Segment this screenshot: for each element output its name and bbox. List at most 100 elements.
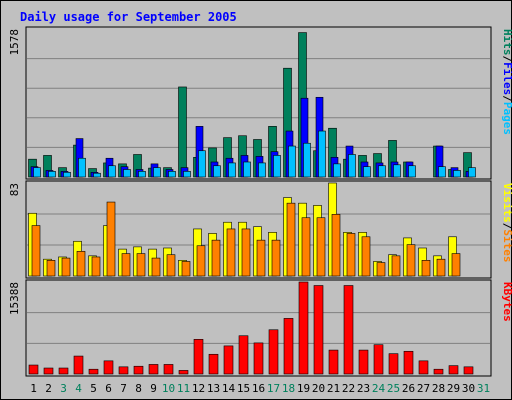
x-axis-labels: 1 2 3 4 5 6 7 8 9 10 11 12 13 14 15 16 17 18 19 20 21 22 23 24 2… xyxy=(30,382,490,395)
bar-pages xyxy=(288,145,296,178)
bar-kbytes xyxy=(448,365,459,375)
bar-pages xyxy=(393,164,401,178)
chart-panels: 1578 Hits/Files/Pages 83 Visits/Sites 15388 K… xyxy=(8,26,512,377)
x-day-label: 14 xyxy=(222,382,236,395)
x-day-label: 17 xyxy=(267,382,280,395)
bar-kbytes xyxy=(73,355,84,375)
x-day-label: 20 xyxy=(312,382,325,395)
bar-sites xyxy=(346,233,356,277)
y-max-label: 83 xyxy=(8,183,21,196)
bar-sites xyxy=(121,253,131,277)
bar-pages xyxy=(303,142,311,178)
y-max-label: 15388 xyxy=(8,282,21,315)
bar-pages xyxy=(243,161,251,178)
bar-pages xyxy=(363,166,371,178)
bar-kbytes xyxy=(133,365,144,375)
x-day-label: 25 xyxy=(387,382,400,395)
x-day-label: 29 xyxy=(447,382,460,395)
bar-kbytes xyxy=(253,342,264,375)
bar-sites xyxy=(136,253,146,277)
bar-kbytes xyxy=(28,364,39,375)
bar-kbytes xyxy=(208,353,219,375)
x-day-label: 31 xyxy=(477,382,490,395)
bar-kbytes xyxy=(223,345,234,375)
bar-sites xyxy=(76,251,86,277)
bar-pages xyxy=(48,171,56,178)
x-day-label: 21 xyxy=(327,382,340,395)
bar-hits xyxy=(178,86,187,178)
bar-sites xyxy=(421,260,431,277)
bar-sites xyxy=(61,257,71,277)
bar-kbytes xyxy=(268,329,279,375)
bar-pages xyxy=(318,130,326,178)
x-day-label: 1 xyxy=(30,382,37,395)
x-day-label: 5 xyxy=(90,382,97,395)
bar-sites xyxy=(316,217,326,277)
bar-kbytes xyxy=(343,285,354,375)
bar-kbytes xyxy=(88,368,99,375)
bar-pages xyxy=(408,165,416,178)
bar-kbytes xyxy=(313,285,324,375)
bar-sites xyxy=(286,202,296,277)
x-day-label: 18 xyxy=(282,382,295,395)
x-day-label: 22 xyxy=(342,382,355,395)
bar-kbytes xyxy=(193,339,204,375)
bar-kbytes xyxy=(388,353,399,375)
bar-sites xyxy=(361,236,371,277)
bar-kbytes xyxy=(238,335,249,375)
bar-sites xyxy=(271,239,281,277)
bar-sites xyxy=(166,254,176,277)
bar-pages xyxy=(333,163,341,178)
bar-kbytes xyxy=(103,360,114,375)
bar-pages xyxy=(258,162,266,178)
bar-pages xyxy=(33,167,41,178)
x-day-label: 11 xyxy=(177,382,190,395)
bar-pages xyxy=(198,150,206,178)
bar-sites xyxy=(181,261,191,277)
bar-sites xyxy=(391,255,401,277)
x-day-label: 9 xyxy=(150,382,157,395)
bar-pages xyxy=(93,172,101,178)
bar-pages xyxy=(228,162,236,178)
panel-2: 83 Visits/Sites xyxy=(8,180,512,279)
bar-pages xyxy=(453,170,461,178)
x-day-label: 7 xyxy=(120,382,127,395)
x-day-label: 4 xyxy=(75,382,82,395)
bar-sites xyxy=(31,225,41,277)
bar-pages xyxy=(378,165,386,178)
x-day-label: 28 xyxy=(432,382,445,395)
x-day-label: 27 xyxy=(417,382,430,395)
bar-kbytes xyxy=(418,360,429,375)
x-day-label: 6 xyxy=(105,382,112,395)
bar-pages xyxy=(123,169,131,178)
bar-kbytes xyxy=(298,281,309,375)
bar-kbytes xyxy=(373,344,384,375)
x-day-label: 2 xyxy=(45,382,52,395)
bar-sites xyxy=(46,260,56,277)
bar-pages xyxy=(468,167,476,178)
bar-kbytes xyxy=(148,364,159,375)
bar-kbytes xyxy=(433,368,444,375)
x-day-label: 10 xyxy=(162,382,175,395)
bar-kbytes xyxy=(283,318,294,375)
bar-pages xyxy=(438,166,446,178)
bar-sites xyxy=(226,228,236,277)
chart-title: Daily usage for September 2005 xyxy=(20,10,237,24)
panel-3: 15388 KBytes xyxy=(8,279,512,377)
bar-sites xyxy=(451,253,461,277)
bar-sites xyxy=(376,262,386,277)
bar-kbytes xyxy=(403,350,414,375)
bar-pages xyxy=(108,165,116,178)
bar-pages xyxy=(138,171,146,178)
bar-sites xyxy=(241,228,251,277)
bar-pages xyxy=(213,165,221,178)
bar-sites xyxy=(91,256,101,277)
bar-sites xyxy=(211,239,221,277)
bar-pages xyxy=(168,171,176,178)
bar-kbytes xyxy=(358,349,369,375)
bar-pages xyxy=(153,167,161,178)
bar-pages xyxy=(183,171,191,178)
bar-sites xyxy=(106,201,116,277)
series-legend-label: Hits/Files/Pages xyxy=(501,29,512,135)
